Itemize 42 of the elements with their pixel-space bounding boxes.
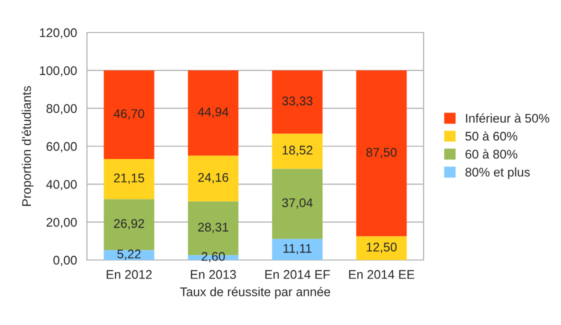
data-label: 26,92: [114, 219, 144, 230]
data-label: 37,04: [282, 198, 313, 209]
data-label: 44,94: [198, 108, 228, 118]
legend-label: 50 à 60%: [465, 131, 518, 141]
bar: [272, 168, 323, 239]
data-label: 21,15: [114, 174, 144, 184]
bar: [356, 236, 407, 260]
bar: [272, 70, 323, 134]
legend-label: 80% et plus: [465, 167, 530, 180]
data-label: 46,70: [114, 109, 144, 120]
bar: [272, 134, 323, 169]
data-label: 12,50: [366, 242, 397, 253]
y-tick-label: 100,00: [40, 66, 77, 77]
legend-label: Inférieur à 50%: [466, 113, 550, 123]
bar: [104, 199, 154, 250]
bar: [104, 158, 154, 200]
x-tick-label: En 2013: [190, 270, 236, 279]
data-label: 28,31: [198, 222, 228, 234]
y-tick-label: 120,00: [40, 28, 77, 39]
y-tick-label: 0,00: [53, 256, 77, 266]
data-label: 24,16: [198, 173, 228, 184]
legend-label: 60 à 80%: [466, 149, 518, 159]
y-tick-label: 20,00: [46, 218, 77, 228]
data-label: 18,52: [282, 146, 312, 156]
y-tick-label: 60,00: [46, 142, 77, 152]
y-axis-title: Proportion d'étudiants: [22, 86, 34, 206]
x-tick-label: En 2014 EF: [265, 270, 330, 279]
y-tick-label: 80,00: [46, 104, 77, 114]
data-label: 11,11: [284, 244, 312, 254]
data-label: 33,33: [282, 96, 312, 107]
data-label: 87,50: [366, 148, 397, 158]
data-label: 2,60: [202, 252, 225, 262]
x-tick-label: En 2012: [106, 270, 152, 279]
bar: [356, 70, 407, 236]
data-label: 5,22: [117, 250, 141, 260]
bar: [272, 238, 323, 260]
bar: [188, 70, 238, 156]
x-axis-title: Taux de réussite par année: [180, 286, 330, 299]
bar: [188, 156, 238, 202]
bar: [104, 70, 154, 159]
x-tick-label: En 2014 EE: [349, 270, 414, 279]
y-tick-label: 40,00: [46, 180, 77, 190]
